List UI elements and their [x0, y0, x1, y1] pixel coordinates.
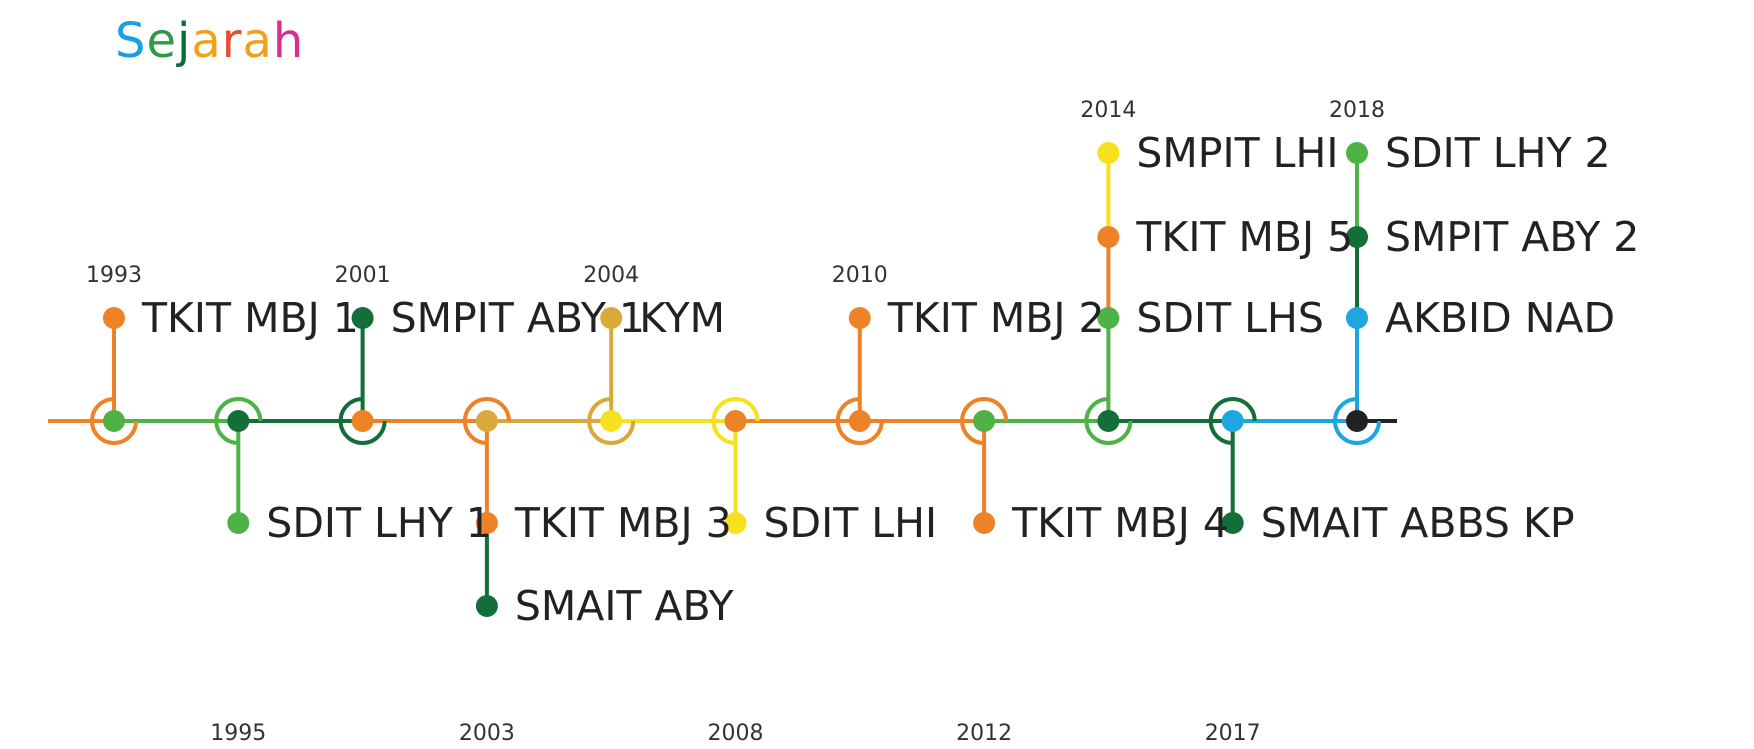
- milestone-dot: [1346, 307, 1368, 329]
- timeline-nodes: [90, 142, 1381, 617]
- milestone-dot: [103, 307, 125, 329]
- timeline-node-ring: [835, 397, 884, 445]
- timeline-node-ring: [1208, 397, 1257, 445]
- milestone-label: TKIT MBJ 1: [141, 294, 359, 342]
- milestone-dot: [1097, 307, 1120, 329]
- timeline-node-ring: [587, 397, 636, 445]
- milestone-dot: [1097, 226, 1120, 248]
- milestone-label: TKIT MBJ 5: [1135, 213, 1353, 261]
- milestone-label: SMPIT ABY 1: [391, 294, 645, 342]
- page-title-letter: h: [272, 13, 305, 69]
- milestone-label: SDIT LHI: [764, 499, 938, 547]
- milestone-label: TKIT MBJ 2: [887, 294, 1105, 342]
- milestone-dot: [351, 307, 374, 329]
- timeline-node-dot: [848, 410, 871, 432]
- timeline-node-ring: [462, 397, 511, 445]
- milestone-label: SMAIT ABY: [515, 582, 735, 630]
- milestone-label: TKIT MBJ 4: [1011, 499, 1229, 547]
- timeline-node-dot: [475, 410, 498, 432]
- timeline-node-ring: [711, 397, 760, 445]
- milestone-dot: [1346, 226, 1368, 248]
- milestone-label: SMPIT ABY 2: [1385, 213, 1639, 261]
- timeline-node-ring: [338, 397, 387, 445]
- page-title-letter: j: [177, 13, 192, 69]
- milestone-label: KYM: [639, 294, 725, 342]
- timeline-node-dot: [103, 410, 125, 432]
- timeline-node-dot: [724, 410, 747, 432]
- milestone-label: TKIT MBJ 3: [514, 499, 732, 547]
- milestone-year: 2004: [583, 263, 639, 288]
- milestone-dot: [227, 512, 250, 534]
- milestone-label: AKBID NAD: [1385, 294, 1615, 342]
- timeline-node-dot: [600, 410, 623, 432]
- milestone-year: 2010: [832, 263, 888, 288]
- milestone-label: SDIT LHS: [1136, 294, 1323, 342]
- milestone-label: SDIT LHY 1: [266, 499, 492, 547]
- milestone-dot: [1346, 142, 1368, 164]
- milestone-year: 2017: [1205, 721, 1261, 746]
- timeline-node-dot: [351, 410, 374, 432]
- timeline-node-ring: [1084, 397, 1133, 445]
- timeline-node-ring: [90, 397, 138, 445]
- timeline-node-ring: [1333, 397, 1381, 445]
- milestone-year: 1993: [86, 263, 142, 288]
- page-title-letter: e: [146, 13, 177, 69]
- timeline-node-dot: [1221, 410, 1244, 432]
- milestone-dot: [475, 512, 498, 534]
- timeline-node-dot: [1097, 410, 1120, 432]
- timeline-node-dot: [973, 410, 996, 432]
- milestone-label: SMAIT ABBS KP: [1261, 499, 1575, 547]
- milestone-year: 2014: [1080, 98, 1136, 123]
- milestone-dot: [724, 512, 747, 534]
- timeline-node-ring: [960, 397, 1009, 445]
- milestone-year: 2001: [335, 263, 391, 288]
- page-title-letter: S: [115, 13, 147, 69]
- milestone-dot: [973, 512, 996, 534]
- timeline-branches: [112, 153, 1359, 606]
- milestone-year: 2012: [956, 721, 1012, 746]
- milestone-dot: [1221, 512, 1244, 534]
- page-title-letter: a: [191, 13, 222, 69]
- timeline-node-dot: [227, 410, 250, 432]
- timeline-node-dot: [1346, 410, 1368, 432]
- timeline-node-ring: [214, 397, 263, 445]
- page-title: Sejarah: [115, 6, 304, 76]
- page-title-letter: r: [221, 13, 243, 69]
- milestone-dot: [475, 595, 498, 617]
- milestone-label: SMPIT LHI: [1136, 129, 1338, 177]
- milestone-year: 1995: [210, 721, 266, 746]
- milestone-dot: [600, 307, 623, 329]
- milestone-label: SDIT LHY 2: [1385, 129, 1611, 177]
- milestone-year: 2008: [708, 721, 764, 746]
- milestone-dot: [1097, 142, 1120, 164]
- milestone-dot: [848, 307, 871, 329]
- milestone-year: 2018: [1329, 98, 1385, 123]
- page-title-letter: a: [242, 13, 273, 69]
- milestone-year: 2003: [459, 721, 515, 746]
